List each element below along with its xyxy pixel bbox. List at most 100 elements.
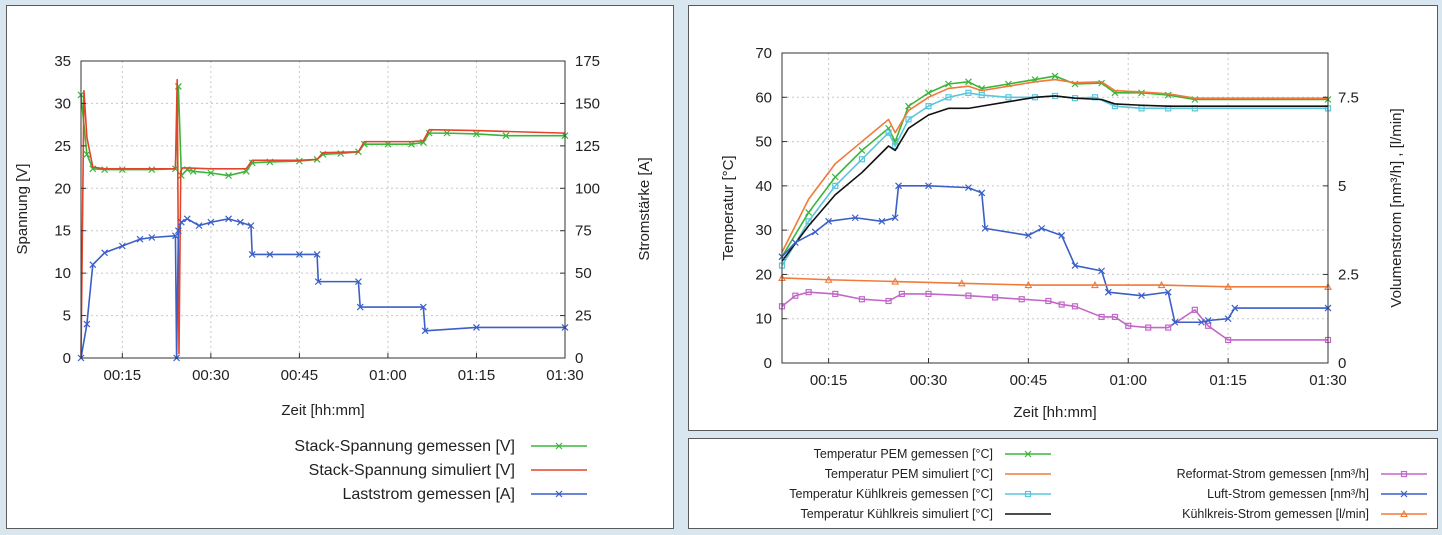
right-data-point — [1071, 303, 1079, 310]
left-data-point — [295, 157, 303, 165]
right-data-point — [1164, 288, 1172, 296]
left-x-tick-label: 01:15 — [458, 367, 496, 384]
left-data-point — [356, 303, 364, 311]
right-data-point — [832, 290, 839, 298]
left-data-point — [266, 251, 274, 258]
right-data-point — [1198, 318, 1205, 326]
left-y2-tick-label: 100 — [575, 180, 600, 197]
right-data-point — [1018, 296, 1025, 303]
right-data-point — [1091, 280, 1099, 289]
right-data-point — [905, 116, 912, 123]
right-x-tick-label: 00:30 — [910, 372, 948, 389]
left-y2-tick-label: 150 — [575, 95, 600, 112]
right-series-2 — [778, 89, 1332, 269]
right-data-point — [858, 296, 866, 303]
left-data-point — [502, 132, 510, 140]
right-y-tick-label: 0 — [764, 355, 772, 372]
right-data-point — [1111, 313, 1119, 321]
left-legend-marker — [555, 490, 563, 498]
left-y-tick-label: 0 — [63, 350, 71, 367]
left-y-tick-label: 25 — [54, 138, 71, 155]
right-series-line — [781, 95, 1328, 262]
right-data-point — [878, 217, 886, 225]
right-series-line — [781, 78, 1328, 253]
right-data-point — [965, 89, 972, 96]
left-data-point — [136, 235, 144, 243]
right-series-line — [781, 75, 1328, 258]
left-data-point — [118, 166, 126, 174]
right-data-point — [805, 209, 813, 216]
left-y-tick-label: 5 — [63, 308, 71, 325]
right-legend-marker — [1024, 490, 1032, 498]
left-data-point — [443, 129, 451, 137]
left-series-line — [80, 78, 566, 359]
left-data-point — [236, 218, 244, 226]
right-y2-tick-label: 2.5 — [1338, 266, 1359, 283]
left-series-line — [80, 218, 565, 359]
left-data-point — [248, 251, 256, 258]
left-data-point — [172, 232, 179, 240]
right-legend-panel: Temperatur PEM gemessen [°C] Temperatur P… — [688, 438, 1438, 529]
left-legend-label: Laststrom gemessen [A] — [342, 486, 515, 503]
right-legend-label: Temperatur PEM gemessen [°C] — [814, 447, 993, 461]
right-y-tick-label: 60 — [755, 89, 772, 106]
left-plot-frame — [80, 60, 566, 359]
left-data-point — [189, 167, 197, 175]
right-legend-label: Temperatur Kühlkreis gemessen [°C] — [789, 487, 993, 501]
right-data-point — [1038, 224, 1046, 232]
right-data-point — [1058, 301, 1065, 308]
right-data-point — [1024, 280, 1033, 289]
right-legend-label: Temperatur PEM simuliert [°C] — [825, 467, 993, 481]
left-data-point — [419, 303, 427, 311]
left-y-tick-label: 15 — [54, 223, 71, 240]
left-data-point — [148, 234, 156, 241]
right-data-point — [898, 290, 905, 298]
right-x-axis-label: Zeit [hh:mm] — [1013, 404, 1096, 421]
right-data-point — [891, 277, 900, 285]
right-y-tick-label: 40 — [755, 178, 772, 195]
right-x-tick-label: 00:45 — [1010, 372, 1048, 389]
right-data-point — [811, 228, 819, 236]
right-data-point — [831, 173, 839, 181]
right-data-point — [978, 91, 985, 99]
right-data-point — [885, 129, 892, 136]
right-data-point — [1138, 89, 1145, 97]
right-y2-tick-label: 0 — [1338, 355, 1346, 372]
right-series-line — [781, 185, 1328, 324]
right-data-point — [1138, 292, 1145, 300]
right-data-point — [978, 189, 986, 197]
left-series-0 — [77, 83, 569, 179]
left-data-point — [207, 169, 215, 177]
left-series-2 — [77, 215, 569, 362]
left-x-tick-label: 01:00 — [369, 367, 407, 384]
right-data-point — [925, 103, 932, 110]
right-data-point — [805, 218, 812, 225]
left-y-tick-label: 30 — [54, 95, 71, 112]
right-chart: 00:15 00:30 00:45 01:00 01:15 01:300102030405… — [720, 45, 1405, 421]
right-y2-axis-label: Volumenstrom [nm³/h] , [l/min] — [1388, 108, 1405, 307]
left-legend-label: Stack-Spannung gemessen [V] — [294, 438, 515, 455]
right-data-point — [792, 292, 799, 299]
left-data-point — [314, 278, 322, 286]
left-data-point — [118, 242, 126, 250]
left-data-point — [225, 215, 232, 223]
right-legend-marker — [1024, 450, 1032, 458]
right-data-point — [1191, 306, 1198, 313]
left-y-axis-label: Spannung [V] — [14, 164, 31, 255]
right-series-1 — [781, 78, 1328, 253]
right-plot-frame — [781, 52, 1329, 364]
left-series-1 — [80, 78, 566, 359]
left-y2-axis-label: Stromstärke [A] — [636, 157, 653, 260]
left-data-point — [148, 166, 156, 174]
right-data-point — [832, 182, 839, 189]
right-legend-marker — [1400, 509, 1408, 518]
right-data-point — [858, 156, 866, 163]
left-y-tick-label: 35 — [54, 53, 71, 70]
right-data-point — [1071, 262, 1079, 269]
right-data-point — [1231, 304, 1239, 312]
right-series-3 — [781, 95, 1328, 262]
left-data-point — [207, 218, 215, 226]
left-data-point — [177, 218, 185, 226]
right-data-point — [858, 147, 866, 154]
right-legend-label: Temperatur Kühlkreis simuliert [°C] — [800, 507, 993, 521]
